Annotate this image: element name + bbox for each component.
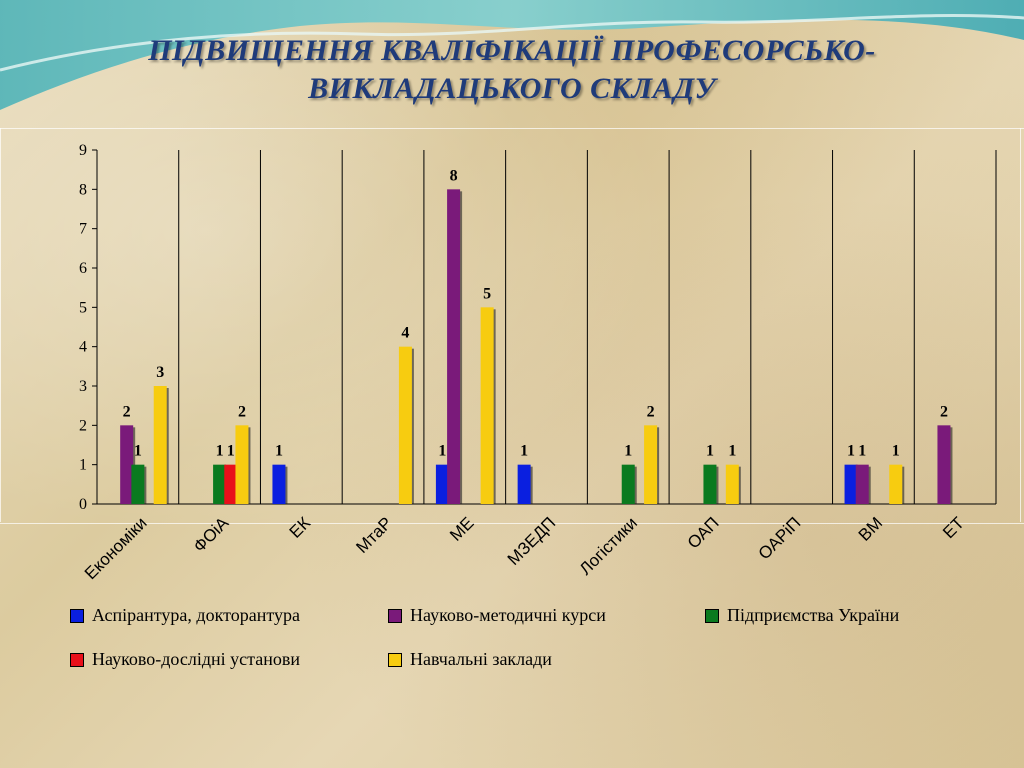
title-line-2: ВИКЛАДАЦЬКОГО СКЛАДУ — [308, 72, 716, 105]
legend-item: Навчальні заклади — [388, 649, 552, 670]
bar — [480, 307, 494, 504]
x-tick-label: ЕК — [286, 513, 315, 542]
bar — [855, 464, 869, 504]
y-tick-label: 7 — [79, 221, 87, 238]
bar — [224, 464, 238, 504]
chart-frame — [0, 128, 1024, 524]
data-label: 1 — [134, 443, 142, 460]
legend-item: Науково-дослідні установи — [70, 649, 300, 670]
y-tick-label: 3 — [79, 378, 87, 395]
page-title: ПІДВИЩЕННЯ КВАЛІФІКАЦІЇ ПРОФЕСОРСЬКО- ВИ… — [0, 32, 1024, 108]
bar — [435, 464, 449, 504]
y-tick-label: 2 — [79, 417, 87, 434]
x-tick-label: ОАП — [684, 513, 723, 552]
data-label: 1 — [438, 443, 446, 460]
legend-swatch — [70, 608, 84, 623]
legend-label: Аспірантура, докторантура — [92, 605, 300, 625]
frame-line — [0, 128, 1, 522]
bar — [844, 464, 858, 504]
bar — [272, 464, 286, 504]
x-tick-label: ЕТ — [939, 513, 968, 542]
data-label: 1 — [275, 443, 283, 460]
legend-label: Науково-методичні курси — [410, 605, 606, 625]
y-tick-label: 5 — [79, 299, 87, 316]
bar — [131, 464, 145, 504]
x-tick-label: МЕ — [446, 513, 477, 544]
legend-item: Науково-методичні курси — [388, 605, 606, 626]
legend-label: Підприємства України — [727, 605, 900, 625]
data-label: 2 — [123, 403, 131, 420]
frame-line — [1020, 128, 1021, 522]
legend-swatch — [70, 652, 84, 667]
data-label: 1 — [227, 443, 235, 460]
legend-item: Підприємства України — [705, 605, 899, 626]
bar — [703, 464, 717, 504]
y-tick-label: 8 — [79, 181, 87, 198]
data-label: 1 — [728, 443, 736, 460]
title-line-1: ПІДВИЩЕННЯ КВАЛІФІКАЦІЇ ПРОФЕСОРСЬКО- — [148, 34, 876, 67]
x-tick-label: ОАРіП — [755, 513, 805, 563]
bar — [120, 425, 134, 504]
legend-label: Науково-дослідні установи — [92, 649, 300, 669]
data-label: 2 — [238, 403, 246, 420]
x-tick-label: ВМ — [855, 513, 886, 544]
bar — [621, 464, 635, 504]
data-label: 5 — [483, 285, 491, 302]
data-label: 1 — [892, 443, 900, 460]
x-tick-label: МЗЕДП — [504, 513, 560, 569]
bar — [725, 464, 739, 504]
bar — [153, 386, 167, 504]
y-tick-label: 9 — [79, 142, 87, 159]
y-tick-label: 6 — [79, 260, 87, 277]
legend-item: Аспірантура, докторантура — [70, 605, 300, 626]
data-label: 1 — [216, 443, 224, 460]
bar — [937, 425, 951, 504]
y-tick-label: 0 — [79, 496, 87, 513]
x-tick-label: Логістики — [576, 513, 641, 578]
bar — [644, 425, 658, 504]
data-label: 1 — [706, 443, 714, 460]
data-label: 1 — [847, 443, 855, 460]
x-tick-label: ФОіА — [190, 513, 233, 556]
data-label: 2 — [940, 403, 948, 420]
data-label: 8 — [450, 167, 458, 184]
legend-swatch — [388, 608, 402, 623]
data-label: 1 — [520, 443, 528, 460]
data-label: 2 — [647, 403, 655, 420]
x-tick-label: Економіки — [81, 513, 151, 583]
x-tick-label: МтаР — [352, 513, 396, 557]
legend-swatch — [705, 608, 719, 623]
bar — [517, 464, 531, 504]
legend-label: Навчальні заклади — [410, 649, 552, 669]
data-label: 1 — [858, 443, 866, 460]
data-label: 3 — [156, 364, 164, 381]
data-label: 1 — [624, 443, 632, 460]
legend-swatch — [388, 652, 402, 667]
y-tick-label: 4 — [79, 339, 87, 356]
bar — [213, 464, 227, 504]
bar — [889, 464, 903, 504]
bar — [235, 425, 249, 504]
y-tick-label: 1 — [79, 457, 87, 474]
bar — [447, 189, 461, 505]
bar — [398, 346, 412, 504]
data-label: 4 — [401, 325, 409, 342]
